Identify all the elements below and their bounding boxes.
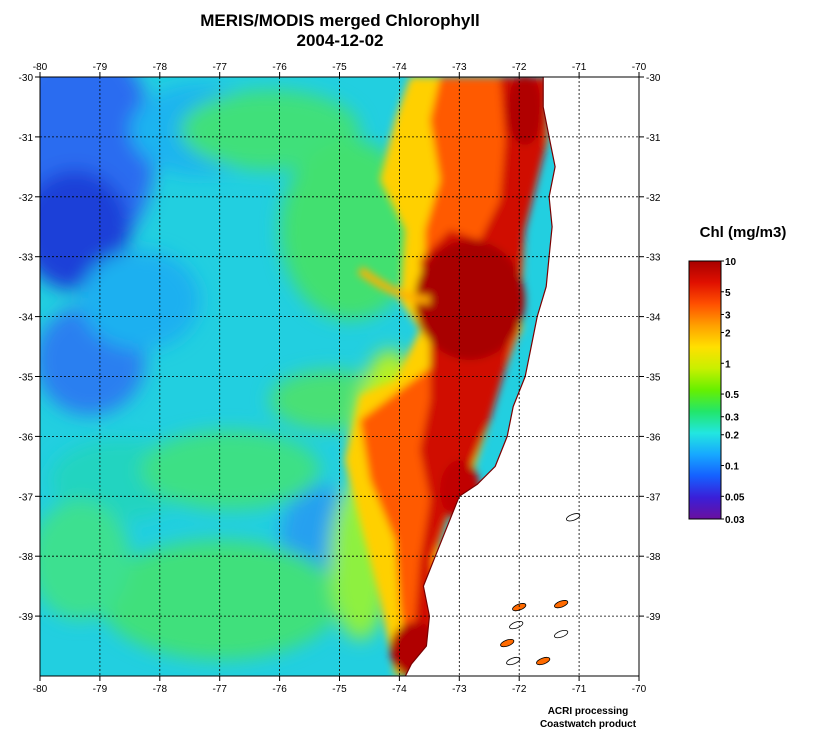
axis-labels: -80 -80 -79 -79 -78 -78 -77 -77 -76 -76 -75 -75 -74 -… [19,62,661,695]
island [536,656,551,666]
island [506,656,521,666]
island [566,513,581,522]
land-area [405,77,639,676]
island [512,603,527,612]
island [554,629,569,639]
lon-label-bottom: -76 [272,684,287,695]
colorbar-tick-label: 0.5 [725,390,739,401]
lat-label-right: -31 [646,133,661,144]
island [509,620,524,630]
colorbar-tick-label: 0.03 [725,515,745,526]
lon-label-bottom: -79 [93,684,108,695]
colorbar [688,260,722,520]
lon-label-top: -80 [33,62,48,73]
lon-label-top: -73 [452,62,467,73]
lat-label-right: -38 [646,552,661,563]
lon-label-top: -74 [392,62,407,73]
colorbar-tick-label: 1 [725,359,731,370]
lon-label-bottom: -70 [632,684,647,695]
lon-label-bottom: -73 [452,684,467,695]
lon-label-top: -77 [212,62,227,73]
lat-label-right: -34 [646,313,661,324]
lon-label-top: -76 [272,62,287,73]
colorbar-tick-label: 3 [725,310,731,321]
lon-label-top: -79 [93,62,108,73]
lat-label-left: -38 [19,552,34,563]
lat-label-left: -32 [19,193,34,204]
lat-label-right: -37 [646,492,661,503]
lat-label-left: -34 [19,313,34,324]
axis-ticks [35,72,644,681]
colorbar-title: Chl (mg/m3) [700,224,787,241]
lat-label-left: -36 [19,432,34,443]
lat-label-right: -33 [646,253,661,264]
colorbar-tick-label: 0.2 [725,431,739,442]
coastline [404,77,556,676]
colorbar-ticks: 10 5 3 2 1 0.5 0.3 0.2 0.1 0.05 0.03 [721,257,745,526]
lon-label-top: -75 [332,62,347,73]
lon-label-bottom: -77 [212,684,227,695]
lat-label-right: -36 [646,432,661,443]
lon-label-top: -70 [632,62,647,73]
lon-label-bottom: -75 [332,684,347,695]
lon-label-top: -78 [153,62,168,73]
colorbar-tick-label: 0.3 [725,413,739,424]
lat-label-left: -30 [19,73,34,84]
colorbar-tick-label: 10 [725,257,737,268]
lon-label-bottom: -72 [512,684,527,695]
colorbar-tick-label: 0.1 [725,462,739,473]
lat-label-right: -30 [646,73,661,84]
lon-label-bottom: -80 [33,684,48,695]
map-title: MERIS/MODIS merged Chlorophyll [200,11,480,30]
lon-label-bottom: -71 [572,684,587,695]
lat-label-left: -31 [19,133,34,144]
lon-label-bottom: -78 [153,684,168,695]
lon-label-top: -72 [512,62,527,73]
islands [500,513,581,666]
colorbar-tick-label: 2 [725,328,731,339]
lon-label-top: -71 [572,62,587,73]
island [554,600,569,609]
map-date: 2004-12-02 [296,31,384,50]
colorbar-tick-label: 0.05 [725,492,745,503]
credit-product: Coastwatch product [539,719,637,730]
lat-label-right: -39 [646,612,661,623]
credit-processing: ACRI processing [547,706,629,717]
colorbar-tick-label: 5 [725,288,731,299]
lat-label-left: -37 [19,492,34,503]
lat-label-right: -32 [646,193,661,204]
island [500,638,515,648]
lat-label-left: -33 [19,253,34,264]
lat-label-right: -35 [646,373,661,384]
lat-label-left: -35 [19,373,34,384]
lon-label-bottom: -74 [392,684,407,695]
lat-label-left: -39 [19,612,34,623]
